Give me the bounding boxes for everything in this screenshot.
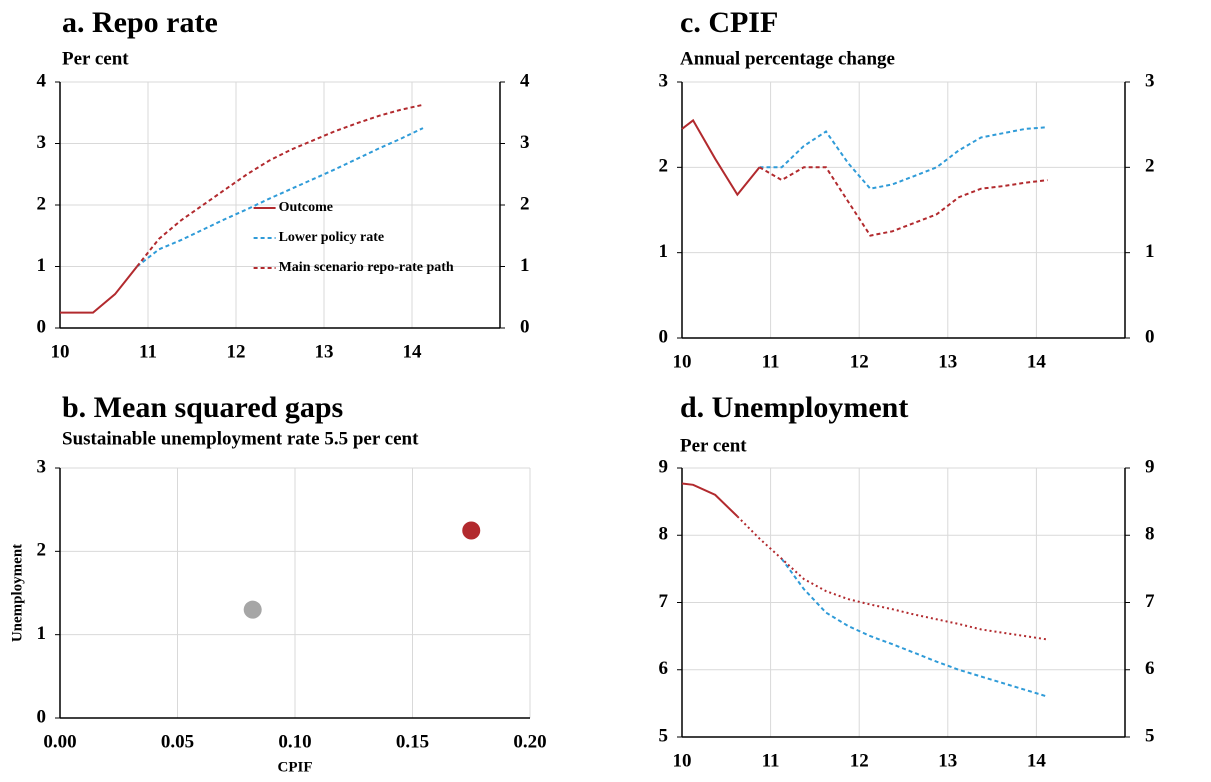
chart-title: c. CPIF	[680, 6, 778, 39]
y-tick-label: 9	[659, 456, 669, 477]
y2-tick-label: 2	[520, 193, 530, 214]
y-tick-label: 1	[659, 241, 669, 262]
chart-subtitle: Per cent	[680, 435, 747, 456]
x-tick-label: 11	[762, 750, 780, 771]
y2-tick-label: 2	[1145, 156, 1155, 177]
chart-subtitle: Sustainable unemployment rate 5.5 per ce…	[62, 428, 419, 449]
y-tick-label: 1	[37, 623, 47, 644]
y-tick-label: 6	[659, 658, 669, 679]
y-tick-label: 2	[37, 540, 47, 561]
x-tick-label: 12	[850, 750, 869, 771]
y-tick-label: 0	[659, 326, 669, 347]
line-series	[681, 118, 761, 197]
line-series	[780, 558, 1048, 698]
y-axis-title: Unemployment	[9, 544, 25, 642]
x-tick-label: 10	[673, 351, 692, 372]
y2-tick-label: 0	[520, 316, 530, 337]
y-tick-label: 7	[659, 591, 669, 612]
line-series	[681, 482, 739, 518]
x-tick-label: 13	[938, 750, 957, 771]
line-series	[136, 103, 424, 268]
legend-label: Main scenario repo-rate path	[279, 260, 454, 275]
y-tick-label: 2	[37, 193, 47, 214]
line-series	[759, 126, 1048, 190]
y-tick-label: 3	[659, 70, 669, 91]
x-tick-label: 11	[139, 341, 157, 362]
legend-label: Outcome	[279, 200, 333, 215]
scatter-point	[462, 521, 481, 540]
line-series	[736, 515, 1048, 641]
y-tick-label: 4	[37, 70, 47, 91]
x-tick-label: 13	[938, 351, 957, 372]
y2-tick-label: 4	[520, 70, 530, 91]
chart-title: a. Repo rate	[62, 6, 218, 39]
x-tick-label: 0.10	[278, 731, 311, 752]
y2-tick-label: 5	[1145, 725, 1155, 746]
x-tick-label: 10	[51, 341, 70, 362]
y2-tick-label: 8	[1145, 524, 1155, 545]
x-tick-label: 14	[1027, 351, 1047, 372]
y2-tick-label: 1	[1145, 241, 1155, 262]
chart-title: d. Unemployment	[680, 391, 908, 424]
y-tick-label: 1	[37, 255, 47, 276]
x-axis-title: CPIF	[278, 759, 313, 775]
chart-subtitle: Annual percentage change	[680, 48, 895, 69]
y-tick-label: 0	[37, 316, 47, 337]
x-tick-label: 13	[315, 341, 334, 362]
x-tick-label: 0.05	[161, 731, 194, 752]
chart-title: b. Mean squared gaps	[62, 391, 343, 424]
y-tick-label: 5	[659, 725, 669, 746]
x-tick-label: 0.00	[43, 731, 76, 752]
y2-tick-label: 3	[520, 132, 530, 153]
x-tick-label: 14	[403, 341, 423, 362]
y2-tick-label: 0	[1145, 326, 1155, 347]
scatter-point	[243, 600, 262, 619]
x-tick-label: 11	[762, 351, 780, 372]
y2-tick-label: 7	[1145, 591, 1155, 612]
line-series	[60, 265, 138, 314]
y-tick-label: 3	[37, 132, 47, 153]
y2-tick-label: 6	[1145, 658, 1155, 679]
y-tick-label: 3	[37, 456, 47, 477]
y-tick-label: 0	[37, 706, 47, 727]
x-tick-label: 0.20	[513, 731, 546, 752]
y2-tick-label: 9	[1145, 456, 1155, 477]
y2-tick-label: 1	[520, 255, 530, 276]
chart-subtitle: Per cent	[62, 48, 129, 69]
x-tick-label: 14	[1027, 750, 1047, 771]
x-tick-label: 12	[850, 351, 869, 372]
x-tick-label: 12	[227, 341, 246, 362]
line-series	[759, 166, 1048, 237]
x-tick-label: 0.15	[396, 731, 429, 752]
y2-tick-label: 3	[1145, 70, 1155, 91]
y-tick-label: 8	[659, 524, 669, 545]
x-tick-label: 10	[673, 750, 692, 771]
y-tick-label: 2	[659, 156, 669, 177]
line-series	[136, 127, 424, 268]
legend-label: Lower policy rate	[279, 230, 385, 245]
